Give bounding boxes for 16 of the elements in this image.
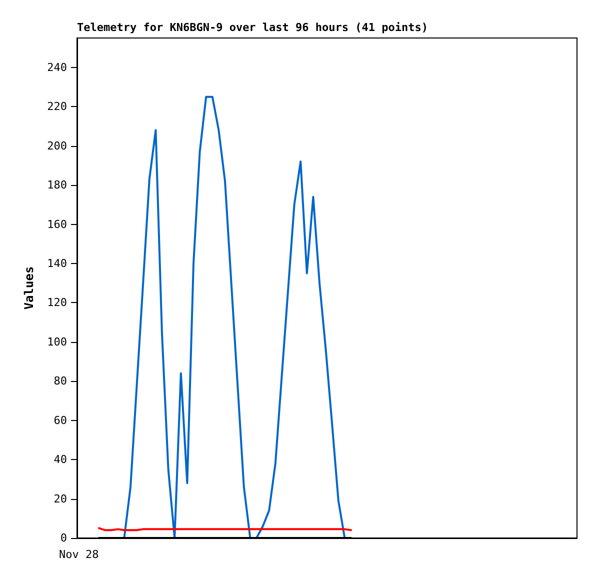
y-tick-label: 100 <box>47 335 67 348</box>
y-tick-label: 160 <box>47 218 67 231</box>
y-tick-label: 80 <box>54 374 67 388</box>
y-tick-label: 220 <box>47 100 67 114</box>
y-tick-label: 240 <box>47 60 67 74</box>
y-tick-label: 20 <box>54 492 67 506</box>
y-tick-label: 60 <box>54 414 67 427</box>
y-tick-label: 200 <box>47 139 67 152</box>
y-tick-label: 0 <box>60 532 67 544</box>
y-tick-label: 120 <box>47 296 67 310</box>
y-axis-title: Values <box>22 266 36 310</box>
text: Nov 28 <box>59 548 99 561</box>
y-tick-label: 180 <box>47 178 67 192</box>
y-tick-label: 40 <box>54 453 67 466</box>
chart-title: Telemetry for KN6BGN-9 over last 96 hours (41 points) <box>77 21 428 34</box>
y-tick-label: 140 <box>47 256 67 270</box>
